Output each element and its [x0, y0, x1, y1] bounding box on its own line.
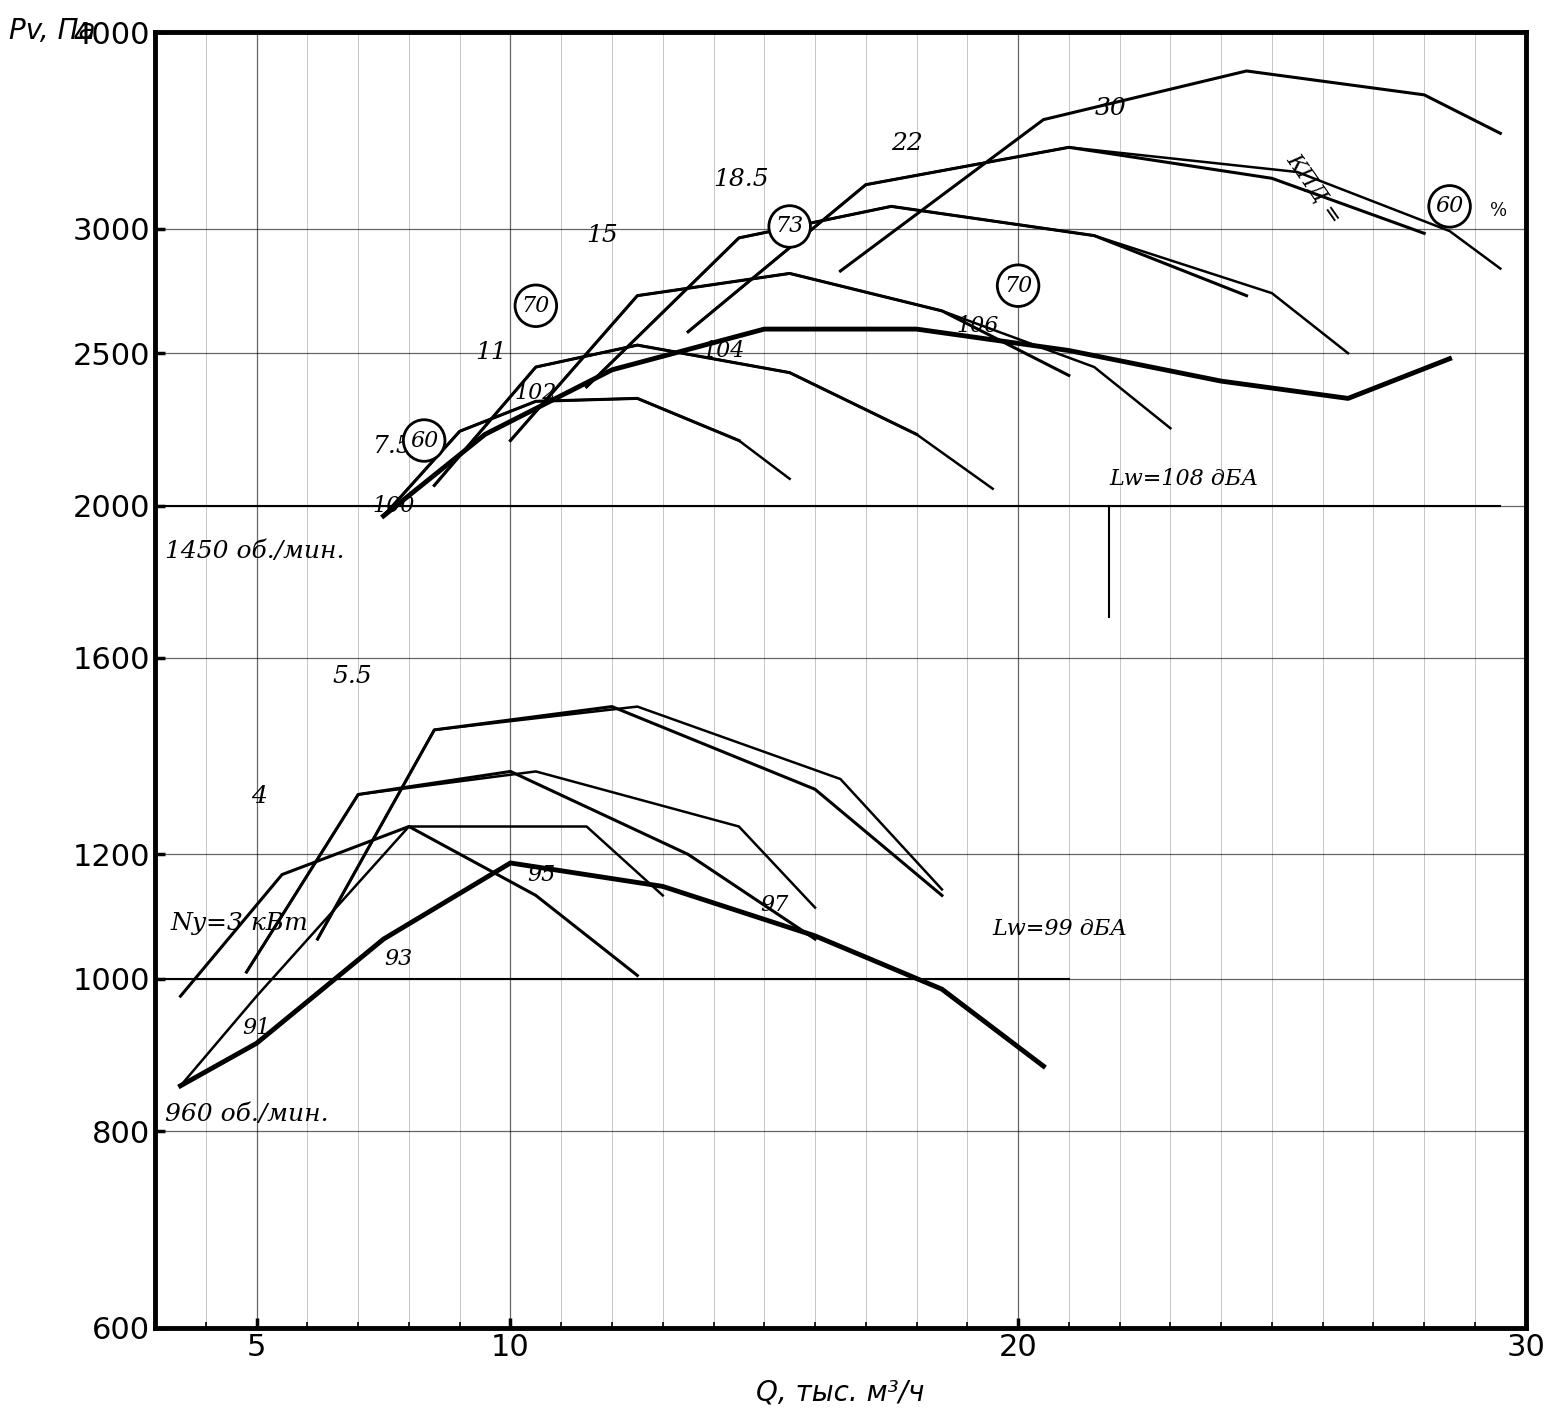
- Text: Ny=3 кВт: Ny=3 кВт: [171, 912, 309, 935]
- Text: 102: 102: [515, 381, 557, 404]
- Text: 5.5: 5.5: [334, 665, 373, 688]
- Text: %: %: [1491, 201, 1508, 220]
- Text: 60: 60: [1436, 195, 1464, 217]
- Text: 960 об./мин.: 960 об./мин.: [166, 1103, 329, 1126]
- Text: 70: 70: [1004, 274, 1032, 297]
- Text: Lw=108 дБА: Lw=108 дБА: [1109, 468, 1259, 491]
- Text: 70: 70: [521, 295, 550, 317]
- Text: 104: 104: [703, 340, 745, 361]
- X-axis label: Q, тыс. м³/ч: Q, тыс. м³/ч: [756, 1378, 924, 1406]
- Text: 106: 106: [957, 315, 999, 337]
- Text: 95: 95: [526, 863, 554, 886]
- Text: 1450 об./мин.: 1450 об./мин.: [166, 539, 345, 564]
- Text: 18.5: 18.5: [714, 168, 769, 191]
- Text: 4: 4: [252, 785, 268, 808]
- Text: Lw=99 дБА: Lw=99 дБА: [993, 919, 1128, 940]
- Text: 30: 30: [1095, 97, 1126, 120]
- Text: 7.5: 7.5: [373, 435, 413, 458]
- Text: 60: 60: [410, 430, 438, 451]
- Text: 22: 22: [891, 133, 922, 156]
- Text: 11: 11: [474, 341, 507, 364]
- Text: КПД =: КПД =: [1283, 150, 1347, 228]
- Text: 93: 93: [385, 948, 413, 970]
- Text: 73: 73: [775, 215, 803, 237]
- Text: 97: 97: [761, 893, 789, 916]
- Text: 91: 91: [243, 1017, 271, 1039]
- Text: 100: 100: [373, 495, 415, 517]
- Text: 15: 15: [587, 224, 619, 247]
- Y-axis label: Pv, Па: Pv, Па: [9, 17, 96, 46]
